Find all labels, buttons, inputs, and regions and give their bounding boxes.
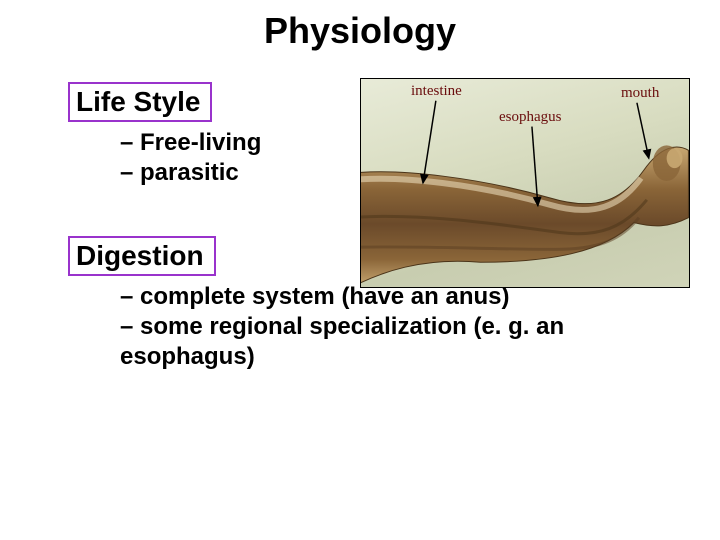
section-heading-digestion: Digestion bbox=[68, 236, 216, 276]
page-title: Physiology bbox=[0, 0, 720, 52]
section-heading-lifestyle: Life Style bbox=[68, 82, 212, 122]
diagram-label-esophagus: esophagus bbox=[499, 109, 562, 126]
bullet-text: Free-living bbox=[140, 129, 261, 156]
diagram-label-mouth: mouth bbox=[621, 85, 659, 102]
list-item: – some regional specialization (e. g. an… bbox=[120, 312, 640, 372]
anatomy-diagram: intestine esophagus mouth bbox=[360, 78, 690, 288]
digestion-bullets: – complete system (have an anus) – some … bbox=[120, 282, 640, 372]
diagram-label-intestine: intestine bbox=[411, 83, 462, 100]
bullet-text: some regional specialization (e. g. an e… bbox=[120, 313, 564, 370]
bullet-text: parasitic bbox=[140, 159, 239, 186]
